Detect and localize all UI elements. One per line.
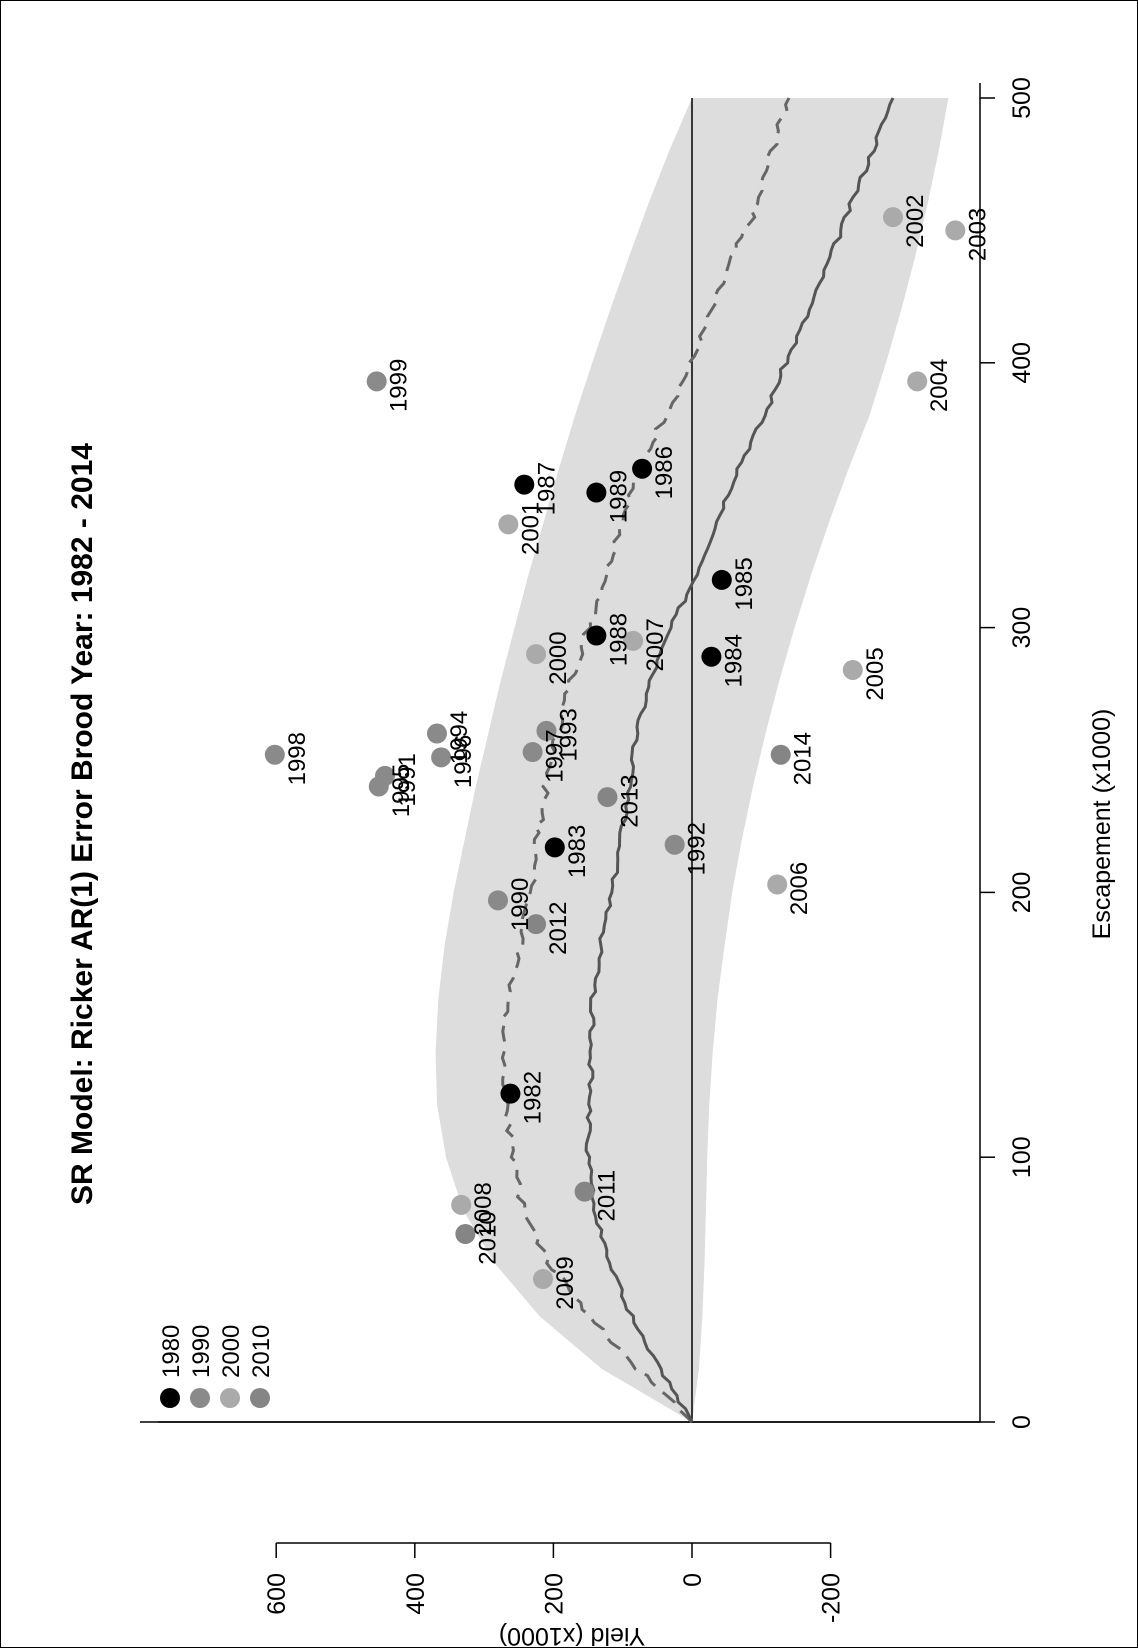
point-label-1986: 1986	[651, 446, 678, 499]
point-label-1984: 1984	[720, 634, 747, 687]
data-point-2010	[455, 1223, 476, 1244]
median-curve-solid	[584, 97, 895, 1423]
data-point-1996	[431, 747, 452, 768]
data-point-2005	[842, 659, 863, 680]
data-point-2007	[623, 630, 644, 651]
data-point-2013	[597, 787, 618, 808]
point-label-1982: 1982	[519, 1071, 546, 1124]
data-point-1987	[514, 474, 535, 495]
point-label-2004: 2004	[926, 359, 953, 412]
data-point-1993	[536, 720, 557, 741]
data-point-1983	[544, 837, 565, 858]
y-tick-label: -200	[818, 1573, 846, 1623]
point-label-2014: 2014	[790, 732, 817, 785]
point-label-2002: 2002	[902, 194, 929, 247]
data-point-1988	[586, 625, 607, 646]
data-point-1986	[632, 458, 653, 479]
data-point-2004	[907, 371, 928, 392]
point-label-1996: 1996	[450, 735, 477, 788]
point-label-2005: 2005	[862, 647, 889, 700]
data-point-2012	[526, 914, 547, 935]
legend-label-2010: 2010	[248, 1325, 275, 1378]
data-point-1995	[368, 776, 389, 797]
point-label-1998: 1998	[284, 732, 311, 785]
x-tick-label: 0	[1008, 1415, 1036, 1429]
data-point-2002	[882, 207, 903, 228]
x-tick-label: 500	[1008, 77, 1036, 119]
axes-layer	[140, 83, 995, 1558]
data-point-2006	[767, 874, 788, 895]
legend: 1980 1990 2000 2010	[158, 1325, 275, 1408]
point-label-1983: 1983	[564, 825, 591, 878]
point-label-2013: 2013	[616, 774, 643, 827]
point-label-2011: 2011	[594, 1170, 621, 1222]
point-label-1994: 1994	[446, 711, 473, 764]
data-point-1990	[487, 890, 508, 911]
point-label-2012: 2012	[545, 901, 572, 954]
y-tick-label: 200	[540, 1573, 568, 1615]
data-point-1994	[426, 723, 447, 744]
data-point-2014	[770, 744, 791, 765]
data-point-1997	[522, 742, 543, 763]
point-label-1985: 1985	[731, 557, 758, 610]
data-point-1984	[701, 646, 722, 667]
point-label-1991: 1991	[394, 753, 421, 806]
mean-curve-dashed	[500, 97, 791, 1424]
point-label-1995: 1995	[388, 764, 415, 817]
chart-title: SR Model: Ricker AR(1) Error Brood Year:…	[66, 443, 99, 1205]
legend-marker-1990	[190, 1388, 210, 1408]
point-label-1992: 1992	[684, 822, 711, 875]
text-layer: SR Model: Ricker AR(1) Error Brood Year:…	[66, 77, 1116, 1623]
data-point-1985	[711, 569, 732, 590]
legend-marker-1980	[160, 1388, 180, 1408]
data-point-1982	[500, 1083, 521, 1104]
legend-label-1990: 1990	[188, 1325, 215, 1378]
point-label-1997: 1997	[542, 729, 569, 782]
legend-marker-2010	[250, 1388, 270, 1408]
data-point-2011	[574, 1181, 595, 1202]
point-label-2001: 2001	[517, 502, 544, 555]
point-label-1990: 1990	[507, 878, 534, 931]
data-point-2001	[498, 514, 519, 535]
data-point-1992	[664, 834, 685, 855]
legend-label-2000: 2000	[218, 1325, 245, 1378]
x-tick-label: 200	[1008, 872, 1036, 914]
point-label-2010: 2010	[474, 1211, 501, 1264]
point-label-1999: 1999	[386, 359, 413, 412]
y-tick-label: 400	[402, 1573, 430, 1615]
data-point-1989	[586, 482, 607, 503]
data-point-2000	[526, 644, 547, 665]
x-tick-label: 300	[1008, 607, 1036, 649]
data-point-1998	[264, 744, 285, 765]
point-label-1988: 1988	[605, 613, 632, 666]
point-label-2003: 2003	[964, 208, 991, 261]
legend-marker-2000	[220, 1388, 240, 1408]
y-tick-label: 0	[679, 1573, 707, 1587]
point-label-2008: 2008	[470, 1182, 497, 1235]
x-tick-label: 400	[1008, 342, 1036, 384]
data-point-1999	[366, 371, 387, 392]
data-point-2003	[945, 220, 966, 241]
point-label-1989: 1989	[605, 470, 632, 523]
point-label-2009: 2009	[552, 1256, 579, 1309]
x-tick-label: 100	[1008, 1136, 1036, 1178]
point-label-1987: 1987	[533, 462, 560, 515]
point-label-2007: 2007	[642, 618, 669, 671]
curve-layer	[500, 97, 895, 1424]
points-layer	[264, 207, 966, 1290]
point-label-2000: 2000	[545, 631, 572, 684]
legend-label-1980: 1980	[158, 1325, 185, 1378]
y-axis-title: Yield (x1000)	[499, 1622, 645, 1648]
data-point-2009	[533, 1269, 554, 1290]
point-label-2006: 2006	[786, 862, 813, 915]
x-axis-title: Escapement (x1000)	[1088, 709, 1116, 940]
y-tick-label: 600	[263, 1573, 291, 1615]
point-label-1993: 1993	[555, 708, 582, 761]
data-point-2008	[451, 1194, 472, 1215]
